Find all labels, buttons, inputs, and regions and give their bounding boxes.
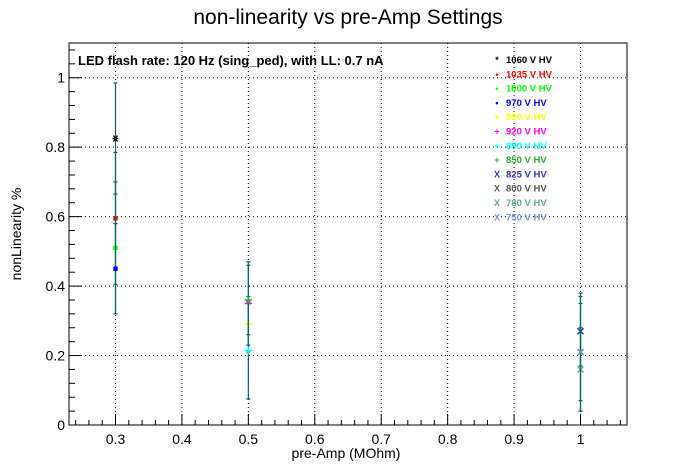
legend-entry: 970 V HV xyxy=(506,98,547,109)
chart-title: non-linearity vs pre-Amp Settings xyxy=(193,6,502,29)
x-axis-label: pre-Amp (MOhm) xyxy=(292,445,401,461)
x-tick-label: 0.7 xyxy=(371,431,391,447)
legend-marker: + xyxy=(494,112,499,122)
legend-marker: • xyxy=(495,98,498,108)
legend-entry: 920 V HV xyxy=(506,127,547,138)
data-point xyxy=(113,266,118,271)
legend-marker: X xyxy=(494,198,500,208)
y-tick-label: 0 xyxy=(57,417,65,433)
legend-entry: 750 V HV xyxy=(506,212,547,223)
x-tick-label: 1 xyxy=(577,431,585,447)
plot-frame xyxy=(68,42,628,426)
axis-ticks xyxy=(69,49,621,426)
legend-marker: X xyxy=(494,169,500,179)
legend-entry: 1035 V HV xyxy=(506,69,553,80)
x-tick-label: 0.8 xyxy=(438,431,458,447)
y-tick-label: 0.6 xyxy=(46,209,66,225)
legend-marker: + xyxy=(494,141,499,151)
x-tick-labels: 0.3 0.4 0.5 0.6 0.7 0.8 0.9 1 xyxy=(106,431,585,447)
data-point-cross xyxy=(577,348,584,356)
y-tick-labels: 0 0.2 0.4 0.6 0.8 1 xyxy=(46,70,66,433)
data-point-arm xyxy=(112,135,119,142)
y-tick-label: 1 xyxy=(57,70,65,86)
legend-entry: 825 V HV xyxy=(506,169,547,180)
legend-marker: + xyxy=(494,155,499,165)
y-tick-label: 0.8 xyxy=(46,139,66,155)
y-axis-label: nonLinearity % xyxy=(8,188,24,281)
legend-marker: * xyxy=(495,55,499,65)
legend-marker: X xyxy=(494,184,500,194)
x-tick-label: 0.5 xyxy=(239,431,259,447)
x-tick-label: 0.4 xyxy=(172,431,192,447)
legend-marker: • xyxy=(495,84,498,94)
legend-entry: 950 V HV xyxy=(506,112,547,123)
x-tick-label: 0.9 xyxy=(504,431,524,447)
legend-marker: • xyxy=(495,69,498,79)
legend: * 1060 V HV • 1035 V HV • 1000 V HV • 970 V HV +… xyxy=(494,55,553,223)
legend-entry: 890 V HV xyxy=(506,141,547,152)
x-tick-label: 0.3 xyxy=(106,431,126,447)
legend-entry: 780 V HV xyxy=(506,198,547,209)
legend-marker: X xyxy=(494,212,500,222)
plot-annotation: LED flash rate: 120 Hz (sing_ped), with … xyxy=(78,53,384,68)
y-tick-label: 0.2 xyxy=(46,348,66,364)
legend-entry: 800 V HV xyxy=(506,184,547,195)
legend-entry: 1000 V HV xyxy=(506,84,553,95)
legend-entry: 1060 V HV xyxy=(506,55,553,66)
legend-entry: 850 V HV xyxy=(506,155,547,166)
data-points xyxy=(112,82,584,412)
y-tick-label: 0.4 xyxy=(46,278,66,294)
legend-marker: + xyxy=(494,127,499,137)
x-tick-label: 0.6 xyxy=(305,431,325,447)
